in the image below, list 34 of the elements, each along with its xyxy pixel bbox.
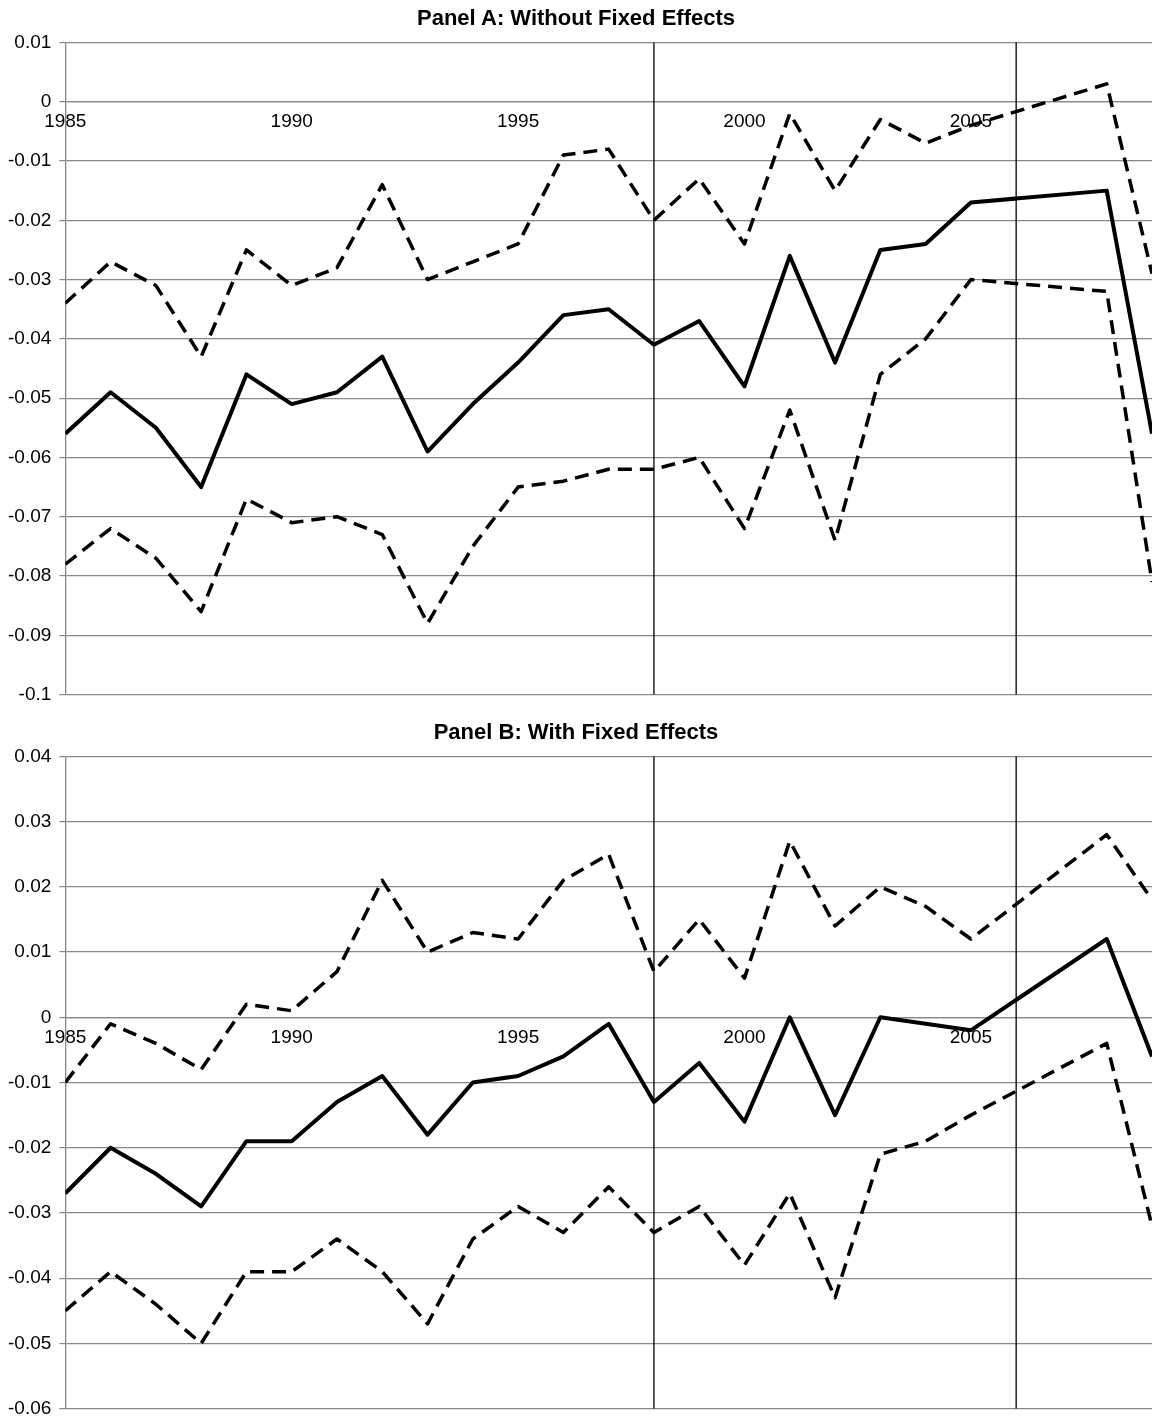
x-tick-label: 1985: [44, 1025, 87, 1047]
y-tick-label: -0.08: [7, 564, 52, 586]
x-tick-label: 2000: [723, 1025, 766, 1047]
x-tick-label: 1985: [44, 110, 87, 132]
y-tick-label: -0.09: [7, 623, 52, 645]
chart-title: Panel A: Without Fixed Effects: [416, 5, 736, 31]
x-tick-label: 2005: [949, 1025, 993, 1047]
y-tick-label: -0.02: [7, 1135, 52, 1157]
x-tick-label: 1990: [270, 1025, 313, 1047]
y-tick-label: -0.06: [7, 1396, 52, 1418]
y-tick-label: -0.01: [7, 1070, 52, 1092]
y-tick-label: -0.05: [7, 386, 52, 408]
y-tick-label: -0.05: [7, 1331, 52, 1353]
x-tick-label: 1995: [496, 1025, 540, 1047]
x-tick-label: 2000: [723, 110, 766, 132]
y-tick-label: -0.1: [18, 682, 52, 704]
y-tick-label: 0.03: [14, 809, 52, 831]
y-tick-label: -0.03: [7, 1201, 52, 1223]
y-tick-label: 0.01: [14, 940, 52, 962]
y-tick-label: -0.04: [7, 1266, 52, 1288]
y-tick-label: -0.06: [7, 445, 52, 467]
y-tick-label: -0.03: [7, 267, 52, 289]
y-tick-label: -0.07: [7, 504, 52, 526]
y-tick-label: -0.02: [7, 208, 52, 230]
x-tick-label: 1995: [496, 110, 540, 132]
y-tick-label: -0.01: [7, 149, 52, 171]
y-tick-label: 0: [40, 89, 52, 111]
y-tick-label: 0.04: [14, 744, 52, 766]
y-tick-label: 0.02: [14, 875, 52, 897]
x-tick-label: 1990: [270, 110, 313, 132]
y-tick-label: 0: [40, 1005, 52, 1027]
y-tick-label: -0.04: [7, 327, 52, 349]
y-tick-label: 0.01: [14, 30, 52, 52]
chart-title: Panel B: With Fixed Effects: [433, 719, 719, 745]
